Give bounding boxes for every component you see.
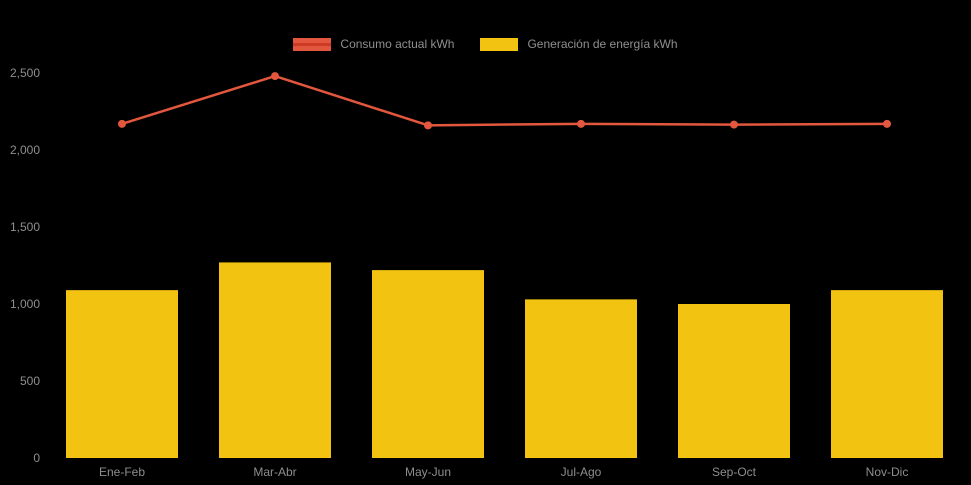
legend-item-consumo-actual[interactable]: Consumo actual kWh [293,38,454,51]
line-stripe-icon [293,43,332,46]
x-axis-category-label: Nov-Dic [866,465,909,479]
y-axis-tick-label: 2,000 [10,143,40,157]
y-axis-tick-label: 500 [20,374,40,388]
consumption-line-point [577,119,585,128]
generation-bar [219,262,331,458]
bar-series-swatch-icon [480,38,519,51]
consumption-line-point [118,119,126,128]
y-axis-tick-label: 0 [33,451,40,465]
consumption-line-point [424,121,432,130]
chart-legend: Consumo actual kWh Generación de energía… [0,38,971,51]
consumption-line [120,74,889,127]
generation-bar [525,299,637,458]
consumption-line-point [271,72,279,81]
legend-item-generacion-energia[interactable]: Generación de energía kWh [480,37,678,51]
y-axis-tick-label: 1,500 [10,220,40,234]
line-series-swatch-icon [293,38,332,51]
generation-bar [831,290,943,458]
generation-bar [66,290,178,458]
x-axis-category-label: Jul-Ago [561,465,602,479]
legend-label-generacion-energia: Generación de energía kWh [527,37,678,51]
generation-bar [678,304,790,458]
y-axis-tick-label: 2,500 [10,66,40,80]
generation-bar [372,270,484,458]
x-axis-category-label: Sep-Oct [712,465,757,479]
consumption-line-point [883,119,891,128]
x-axis-category-label: Ene-Feb [99,465,145,479]
y-axis-tick-label: 1,000 [10,297,40,311]
x-axis-category-label: Mar-Abr [253,465,296,479]
legend-label-consumo-actual: Consumo actual kWh [340,37,455,51]
x-axis-category-label: May-Jun [405,465,451,479]
consumption-line-point [730,120,738,129]
